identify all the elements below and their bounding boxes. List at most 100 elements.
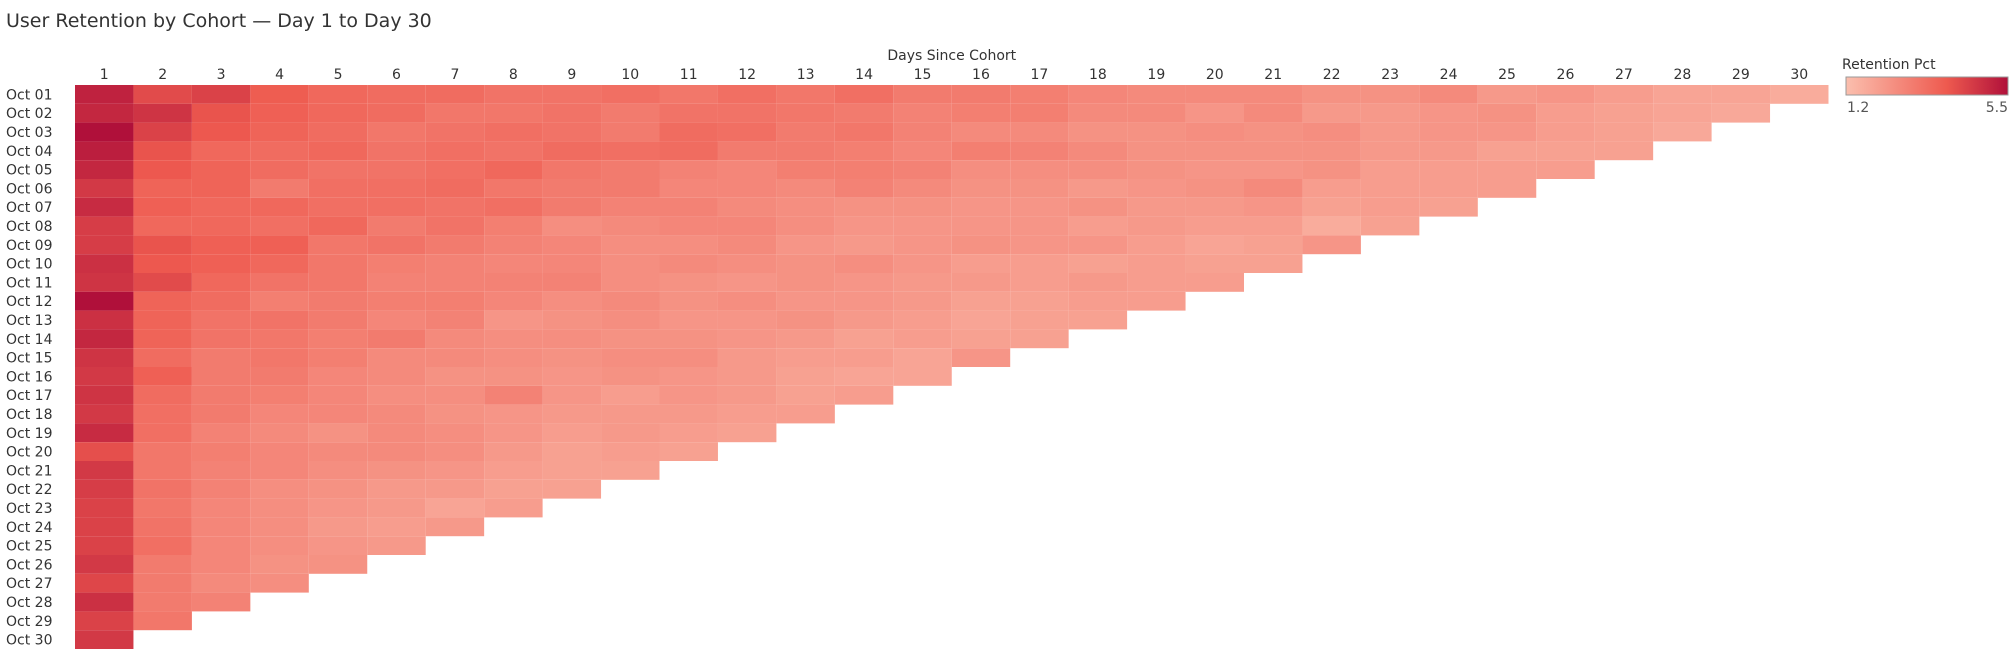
heatmap-cell <box>367 141 426 161</box>
heatmap-cell <box>776 329 835 349</box>
heatmap-cell <box>425 423 485 443</box>
x-tick-label: 19 <box>1147 67 1165 83</box>
x-tick-label: 2 <box>158 67 167 83</box>
x-tick-label: 9 <box>567 67 576 83</box>
y-tick-label: Oct 22 <box>6 482 52 498</box>
heatmap-cell <box>717 122 777 142</box>
heatmap-cell <box>308 423 368 443</box>
heatmap-cell <box>1127 235 1186 255</box>
heatmap-cell <box>601 310 660 330</box>
heatmap-cell <box>425 254 485 273</box>
heatmap-cell <box>951 197 1011 217</box>
heatmap-cell <box>75 197 134 217</box>
y-tick-label: Oct 17 <box>6 388 52 404</box>
heatmap-cell <box>1419 85 1478 104</box>
heatmap-cell <box>367 423 426 443</box>
heatmap-cell <box>133 611 192 631</box>
heatmap-cell <box>659 103 718 123</box>
heatmap-cell <box>542 160 602 179</box>
heatmap-cell <box>1360 85 1420 104</box>
heatmap-cell <box>601 141 660 161</box>
heatmap-cell <box>601 442 660 461</box>
heatmap-cell <box>1536 85 1595 104</box>
x-tick-label: 10 <box>621 67 639 83</box>
y-tick-label: Oct 27 <box>6 576 52 592</box>
heatmap-cell <box>191 235 251 255</box>
x-tick-label: 14 <box>855 67 873 83</box>
heatmap-cell <box>776 235 835 255</box>
heatmap-cell <box>659 216 718 236</box>
heatmap-cell <box>1127 254 1186 273</box>
heatmap-cell <box>308 385 368 405</box>
heatmap-cell <box>1127 197 1186 217</box>
heatmap-cell <box>250 329 309 349</box>
heatmap-cell <box>1068 197 1128 217</box>
heatmap-cell <box>75 141 134 161</box>
heatmap-cell <box>1536 160 1595 179</box>
heatmap-cell <box>425 461 485 480</box>
heatmap-cell <box>1653 103 1712 123</box>
heatmap-cell <box>1711 103 1771 123</box>
heatmap-cell <box>601 273 660 292</box>
heatmap-cell <box>367 385 426 405</box>
heatmap-cell <box>1244 85 1303 104</box>
heatmap-cell <box>834 348 894 367</box>
heatmap-cell <box>951 329 1011 349</box>
heatmap-cell <box>659 141 718 161</box>
heatmap-cell <box>75 442 134 461</box>
heatmap-cell <box>776 103 835 123</box>
heatmap-cell <box>1010 273 1069 292</box>
heatmap-cell <box>484 442 543 461</box>
heatmap-cell <box>308 479 368 499</box>
heatmap-cell <box>250 216 309 236</box>
heatmap-cell <box>542 291 602 311</box>
heatmap-cell <box>601 197 660 217</box>
heatmap-cell <box>367 160 426 179</box>
heatmap-cell <box>776 348 835 367</box>
y-axis: Oct 01 Oct 02 Oct 03 Oct 04 Oct 05 Oct 06 Oct … <box>6 87 53 648</box>
heatmap-cell <box>1068 122 1128 142</box>
heatmap-cell <box>133 536 192 555</box>
y-tick-label: Oct 14 <box>6 332 53 348</box>
heatmap-cell <box>191 385 251 405</box>
heatmap-cell <box>425 367 485 386</box>
y-tick-label: Oct 26 <box>6 557 53 573</box>
heatmap-cell <box>308 179 368 198</box>
heatmap-cell <box>250 479 309 499</box>
heatmap-cell <box>191 141 251 161</box>
y-tick-label: Oct 30 <box>6 633 52 649</box>
heatmap-cell <box>834 103 894 123</box>
heatmap-cell <box>1477 160 1537 179</box>
heatmap-cell <box>1185 197 1244 217</box>
heatmap-cell <box>1360 122 1420 142</box>
x-tick-label: 16 <box>972 67 990 83</box>
heatmap-cell <box>133 160 192 179</box>
heatmap-cell <box>1536 141 1595 161</box>
heatmap-cell <box>425 103 485 123</box>
heatmap-cell <box>1244 103 1303 123</box>
heatmap-cell <box>367 122 426 142</box>
heatmap-cell <box>1419 103 1478 123</box>
heatmap-cell <box>601 291 660 311</box>
heatmap-cell <box>601 103 660 123</box>
heatmap-cell <box>717 367 777 386</box>
y-tick-label: Oct 23 <box>6 501 52 517</box>
heatmap-cell <box>717 329 777 349</box>
heatmap-cell <box>542 329 602 349</box>
heatmap-cell <box>1127 291 1186 311</box>
heatmap-cell <box>250 367 309 386</box>
heatmap-cell <box>133 385 192 405</box>
heatmap-cell <box>75 329 134 349</box>
heatmap-cell <box>191 103 251 123</box>
heatmap-cell <box>191 85 251 104</box>
heatmap-cell <box>308 141 368 161</box>
heatmap-cell <box>308 103 368 123</box>
heatmap-cell <box>191 498 251 518</box>
y-tick-label: Oct 09 <box>6 238 52 254</box>
heatmap-cell <box>133 461 192 480</box>
heatmap-cell <box>951 85 1011 104</box>
x-tick-label: 11 <box>680 67 698 83</box>
heatmap-cell <box>133 517 192 537</box>
y-tick-label: Oct 11 <box>6 275 52 291</box>
x-tick-label: 24 <box>1440 67 1458 83</box>
